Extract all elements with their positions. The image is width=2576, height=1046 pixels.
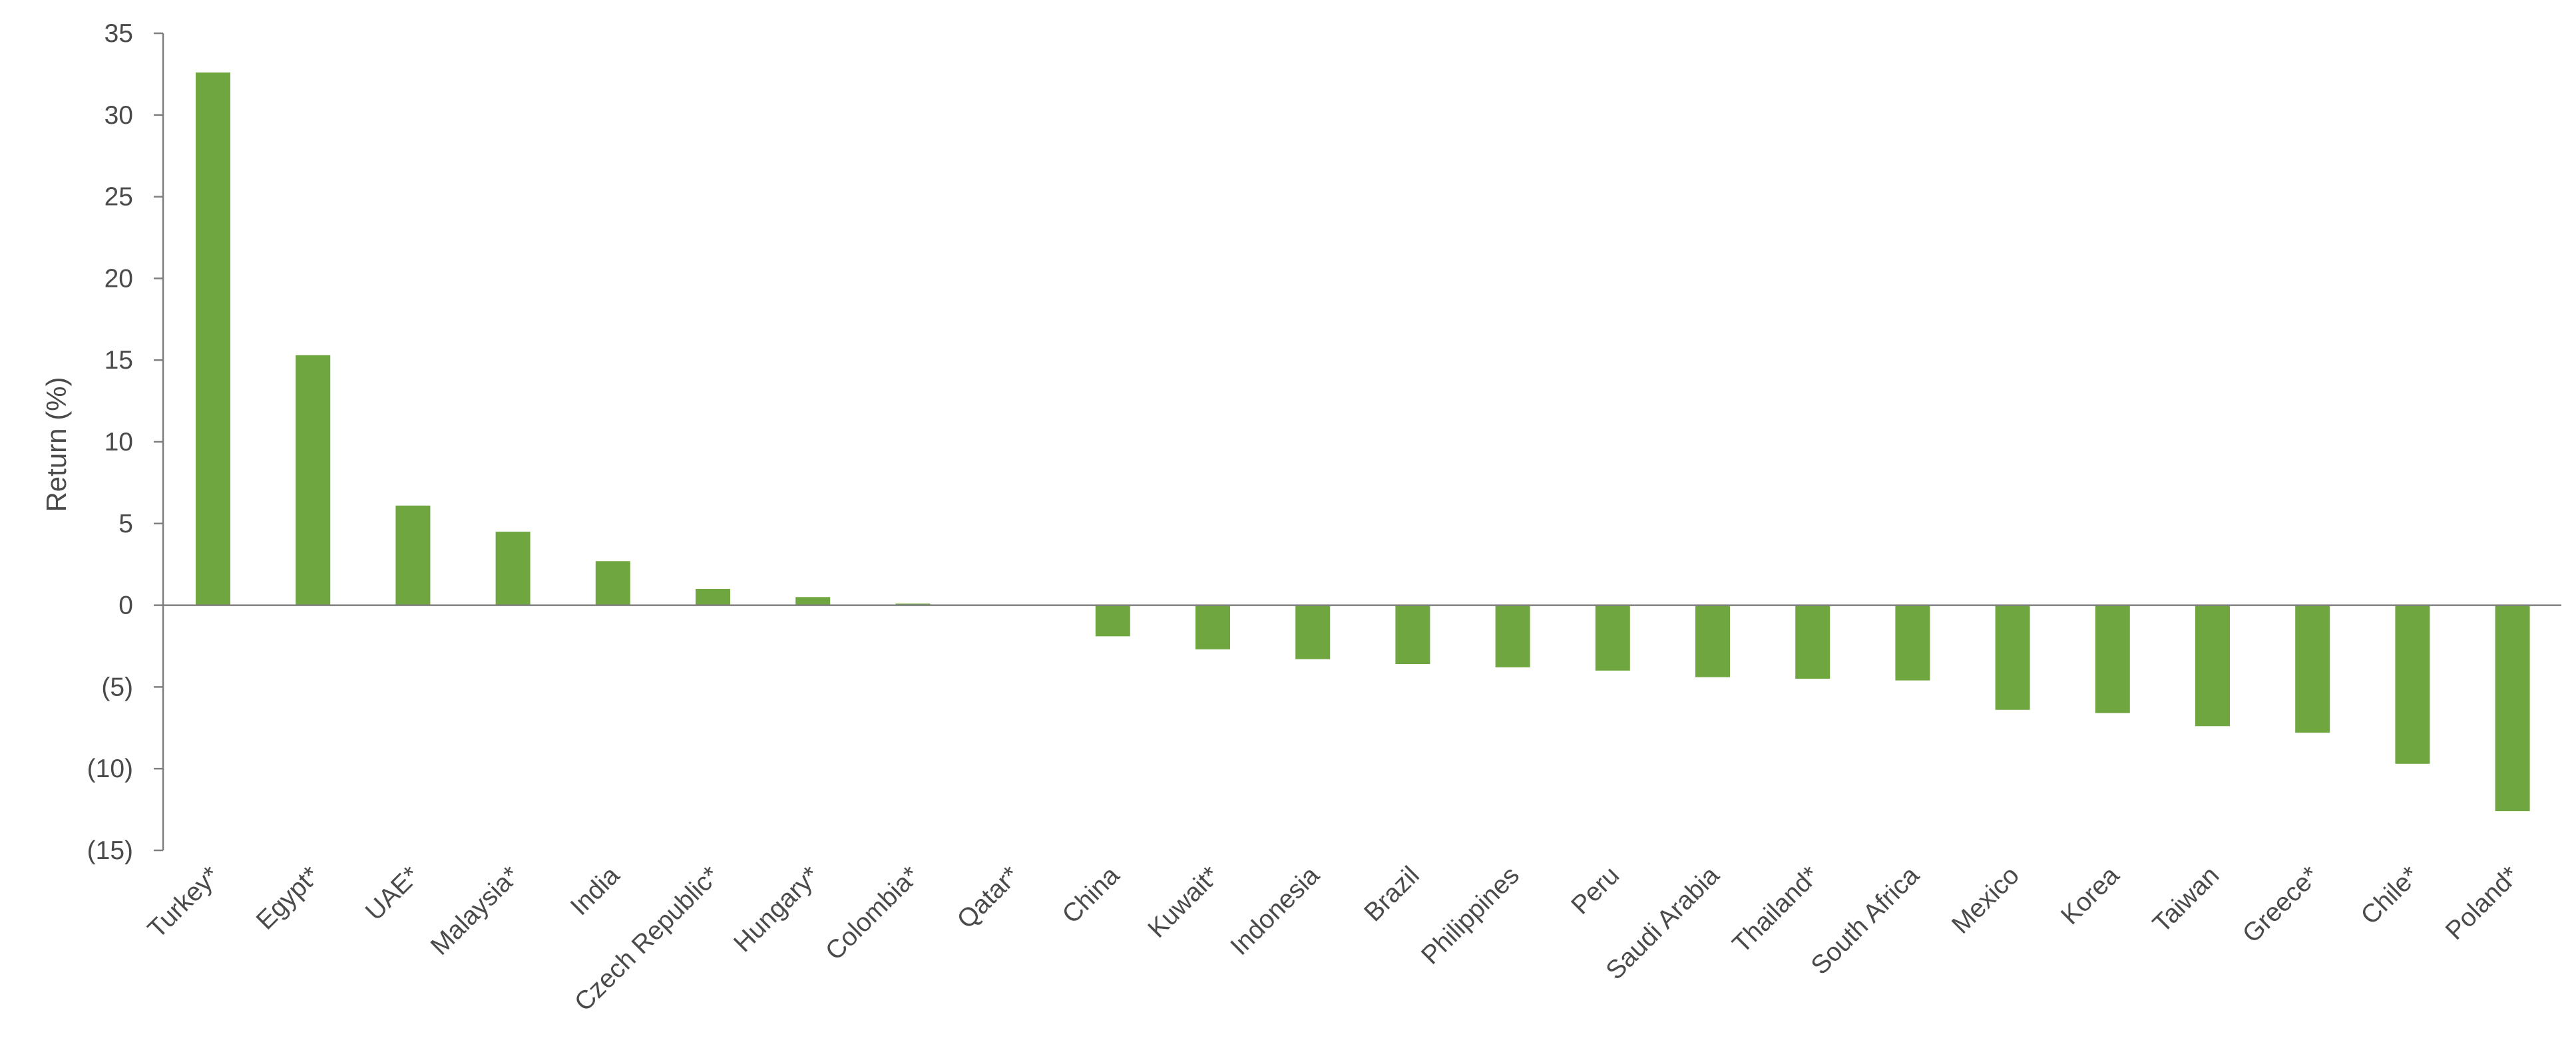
bar-indonesia	[1295, 605, 1331, 659]
bar-korea	[2095, 605, 2130, 713]
x-category-label: Egypt*	[251, 861, 325, 936]
bar-brazil	[1395, 605, 1430, 664]
y-tick-label: (10)	[87, 755, 133, 783]
y-tick-label: 5	[118, 510, 133, 538]
x-category-label: Colombia*	[820, 861, 925, 966]
bar-turkey	[196, 72, 230, 606]
y-tick-label: (15)	[87, 836, 133, 865]
bar-czech-republic	[696, 589, 730, 606]
bar-saudi-arabia	[1695, 605, 1730, 677]
x-category-label: Poland*	[2440, 861, 2525, 946]
x-category-label: Thailand*	[1727, 861, 1825, 959]
bar-greece	[2295, 605, 2330, 733]
bar-china	[1095, 605, 1130, 637]
x-category-label: Taiwan	[2147, 861, 2225, 938]
y-tick-label: 0	[118, 592, 133, 620]
bar-peru	[1595, 605, 1630, 671]
x-category-label: South Africa	[1806, 861, 1925, 980]
x-category-label: Philippines	[1416, 861, 1525, 970]
bar-taiwan	[2195, 605, 2230, 727]
bar-uae	[395, 505, 431, 606]
x-category-label: Kuwait*	[1142, 861, 1225, 944]
y-tick-label: 30	[105, 101, 133, 130]
x-category-label: Brazil	[1359, 861, 1424, 927]
x-category-label: UAE*	[360, 861, 425, 926]
x-category-label: Greece*	[2237, 861, 2325, 949]
x-category-label: Mexico	[1946, 861, 2025, 940]
bar-chile	[2395, 605, 2430, 764]
bar-india	[595, 561, 630, 606]
bar-mexico	[1995, 605, 2030, 710]
x-category-label: Indonesia	[1225, 861, 1325, 961]
x-category-label: Chile*	[2356, 861, 2425, 930]
y-tick-label: 25	[105, 183, 133, 212]
bar-south-africa	[1895, 605, 1930, 681]
x-category-label: China	[1057, 861, 1126, 930]
bar-thailand	[1795, 605, 1830, 679]
y-tick-label: 10	[105, 428, 133, 456]
x-category-label: Qatar*	[952, 861, 1025, 934]
bar-kuwait	[1195, 605, 1230, 649]
x-category-label: Hungary*	[728, 861, 825, 958]
y-tick-label: 15	[105, 346, 133, 375]
x-category-label: India	[565, 861, 625, 921]
bar-poland	[2495, 605, 2530, 812]
bar-malaysia	[495, 532, 531, 606]
bar-hungary	[795, 597, 831, 606]
x-category-label: Korea	[2055, 861, 2125, 930]
y-tick-label: 35	[105, 19, 133, 48]
bar-egypt	[296, 355, 331, 606]
y-axis-title: Return (%)	[41, 377, 72, 512]
x-category-label: Turkey*	[142, 861, 225, 944]
x-category-label: Malaysia*	[425, 861, 525, 961]
y-tick-label: 20	[105, 264, 133, 293]
bar-philippines	[1495, 605, 1530, 667]
x-category-label: Peru	[1566, 861, 1625, 920]
y-tick-label: (5)	[101, 673, 133, 701]
